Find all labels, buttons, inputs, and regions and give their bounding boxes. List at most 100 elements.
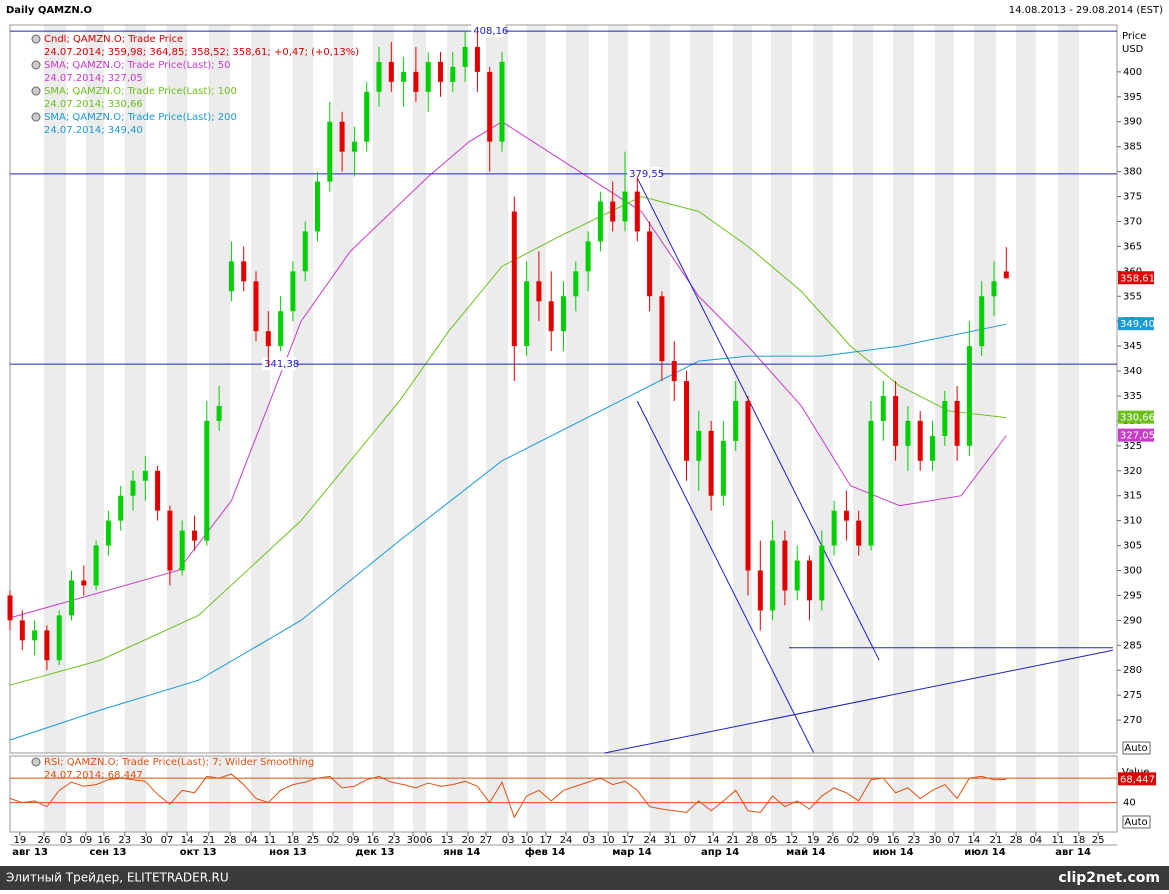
legend-icon bbox=[31, 60, 41, 70]
candle-body bbox=[782, 540, 788, 591]
grid-stripe bbox=[852, 25, 874, 753]
y-tick-label: 380 bbox=[1123, 167, 1142, 178]
x-tick-label: 06 bbox=[420, 835, 433, 846]
candle-body bbox=[179, 530, 185, 571]
x-tick-label: 10 bbox=[521, 835, 534, 846]
y-tick-label: 375 bbox=[1123, 192, 1142, 203]
x-tick-label: 28 bbox=[746, 835, 759, 846]
grid-stripe bbox=[893, 756, 915, 832]
y-tick-label: 320 bbox=[1123, 466, 1142, 477]
candle-body bbox=[684, 381, 689, 461]
grid-stripe bbox=[292, 25, 313, 753]
rsi-legend-name: RSI; QAMZN.O; Trade Price(Last); 7; Wild… bbox=[44, 757, 314, 768]
x-tick-label: 02 bbox=[327, 835, 340, 846]
candle-body bbox=[413, 71, 419, 92]
candle-body bbox=[204, 420, 210, 541]
candle-body bbox=[167, 510, 173, 571]
grid-stripe bbox=[608, 756, 628, 832]
x-tick-label: 04 bbox=[245, 835, 258, 846]
candle-body bbox=[930, 435, 935, 461]
grid-stripe bbox=[486, 756, 509, 832]
x-tick-label: 30 bbox=[407, 835, 420, 846]
x-tick-label: 12 bbox=[786, 835, 799, 846]
grid-stripe bbox=[650, 756, 671, 832]
grid-stripe bbox=[44, 25, 67, 753]
auto-label[interactable]: Auto bbox=[1124, 743, 1147, 754]
candle-body bbox=[720, 440, 726, 496]
x-tick-label: 10 bbox=[602, 835, 615, 846]
footer-text: Элитный Трейдер, ELITETRADER.RU bbox=[6, 871, 229, 885]
candle-body bbox=[192, 530, 197, 541]
x-tick-label: 04 bbox=[1029, 835, 1042, 846]
candle-body bbox=[966, 346, 972, 446]
x-tick-label: 25 bbox=[307, 835, 320, 846]
legend-detail: 24.07.2014; 327,05 bbox=[44, 73, 143, 84]
x-tick-label: 23 bbox=[908, 835, 921, 846]
candle-body bbox=[364, 91, 370, 142]
candle-body bbox=[597, 201, 603, 242]
y-tick-label: 295 bbox=[1123, 590, 1142, 601]
chart-title: Daily QAMZN.O bbox=[6, 5, 92, 16]
candle-body bbox=[278, 311, 284, 347]
candle-body bbox=[843, 510, 849, 521]
candle-body bbox=[745, 400, 751, 571]
last-value-label: 349,40 bbox=[1120, 319, 1155, 330]
candle-body bbox=[794, 560, 800, 591]
candle-body bbox=[696, 430, 702, 461]
rsi-legend-detail: 24.07.2014; 68,447 bbox=[44, 770, 143, 781]
candle-body bbox=[856, 520, 862, 546]
axis-title: Price bbox=[1122, 31, 1146, 42]
auto-label[interactable]: Auto bbox=[1124, 817, 1147, 828]
month-label: фев 14 bbox=[525, 846, 565, 858]
y-tick-label: 335 bbox=[1123, 391, 1142, 402]
x-tick-label: 19 bbox=[13, 835, 26, 846]
grid-stripe bbox=[372, 25, 395, 753]
candle-body bbox=[130, 480, 136, 496]
candle-body bbox=[401, 71, 407, 82]
grid-stripe bbox=[1057, 25, 1079, 753]
grid-stripe bbox=[486, 25, 509, 753]
x-tick-label: 14 bbox=[181, 835, 194, 846]
candle-body bbox=[524, 281, 530, 347]
grid-stripe bbox=[973, 756, 997, 832]
candle-body bbox=[438, 61, 443, 82]
legend-detail: 24.07.2014; 359,98; 364,85; 358,52; 358,… bbox=[44, 47, 359, 58]
month-label: мар 14 bbox=[612, 847, 652, 858]
grid-stripe bbox=[527, 756, 546, 832]
candle-body bbox=[69, 580, 74, 616]
candle-body bbox=[118, 495, 124, 521]
rsi-panel bbox=[9, 755, 1118, 833]
auto-button[interactable] bbox=[1122, 741, 1151, 755]
trend-line bbox=[604, 649, 1113, 754]
month-label: авг 14 bbox=[1055, 847, 1091, 858]
x-tick-label: 17 bbox=[622, 835, 635, 846]
auto-button[interactable] bbox=[1122, 815, 1151, 829]
x-tick-label: 27 bbox=[480, 835, 493, 846]
candle-body bbox=[105, 520, 111, 546]
y-tick-label: 285 bbox=[1123, 640, 1142, 651]
candle-body bbox=[376, 61, 382, 92]
trend-line bbox=[636, 400, 815, 753]
grid-stripe bbox=[85, 756, 104, 832]
grid-stripe bbox=[85, 25, 104, 753]
legend-icon bbox=[31, 757, 41, 767]
candle-body bbox=[425, 61, 431, 92]
grid-stripe bbox=[565, 756, 589, 832]
level-label: 379,55 bbox=[629, 169, 664, 180]
rsi-tick-label: 40 bbox=[1123, 798, 1136, 809]
x-tick-label: 02 bbox=[847, 835, 860, 846]
x-tick-label: 11 bbox=[1052, 835, 1065, 846]
candle-body bbox=[450, 66, 456, 82]
month-label: апр 14 bbox=[701, 847, 739, 858]
y-tick-label: 390 bbox=[1123, 117, 1142, 128]
candle-body bbox=[573, 271, 579, 297]
candle-body bbox=[32, 630, 38, 641]
candle-body bbox=[228, 261, 234, 292]
last-value-box bbox=[1118, 428, 1154, 442]
candle-body bbox=[265, 331, 271, 347]
x-tick-label: 14 bbox=[707, 835, 720, 846]
date-range: 14.08.2013 - 29.08.2014 (EST) bbox=[1009, 5, 1163, 16]
grid-stripe bbox=[333, 25, 354, 753]
last-value-box bbox=[1118, 410, 1154, 424]
